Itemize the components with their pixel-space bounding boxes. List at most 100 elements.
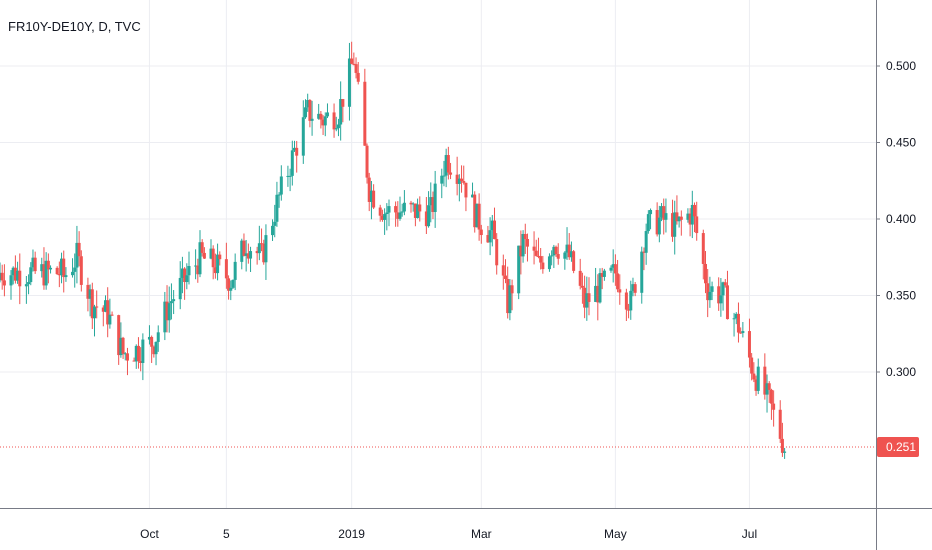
candle-up	[565, 244, 569, 253]
candle-down	[486, 235, 490, 243]
candle-down	[365, 145, 369, 178]
last-price-text: 0.251	[886, 440, 916, 454]
candle-up	[433, 183, 437, 212]
candle-down	[2, 280, 6, 286]
candle-up	[609, 267, 613, 271]
chart-title: FR10Y-DE10Y, D, TVC	[8, 19, 141, 34]
candle-up	[585, 293, 589, 308]
candle-down	[224, 259, 228, 279]
candle-down	[354, 64, 358, 73]
candle-down	[534, 250, 538, 256]
candle-up	[271, 225, 275, 236]
candle-up	[233, 261, 237, 280]
candle-down	[165, 301, 169, 321]
candle-down	[200, 242, 204, 253]
candle-down	[736, 313, 740, 333]
candle-up	[552, 246, 556, 256]
candle-down	[42, 264, 46, 286]
candle-up	[400, 211, 404, 213]
candle-down	[378, 207, 382, 216]
candle-up	[660, 206, 664, 218]
candle-down	[460, 178, 464, 182]
candle-down	[125, 353, 129, 361]
candle-up	[429, 197, 433, 206]
candle-up	[569, 251, 573, 258]
candle-down	[536, 255, 540, 257]
candle-down	[150, 336, 154, 347]
y-tick-label: 0.400	[886, 212, 916, 226]
candle-down	[117, 315, 121, 356]
candle-up	[325, 112, 329, 117]
candle-up	[631, 284, 635, 291]
candle-up	[488, 230, 492, 243]
candle-down	[196, 265, 200, 275]
candle-down	[246, 253, 250, 259]
candle-up	[156, 332, 160, 342]
candle-down	[46, 260, 50, 270]
candle-up	[9, 275, 13, 286]
candle-down	[431, 197, 435, 212]
candle-up	[664, 213, 668, 220]
candle-down	[352, 63, 356, 65]
candle-down	[572, 251, 576, 271]
candle-down	[754, 379, 758, 391]
candle-up	[442, 175, 446, 177]
candle-up	[293, 147, 297, 151]
last-price-badge	[877, 436, 919, 457]
candle-down	[600, 273, 604, 277]
candle-up	[629, 290, 633, 311]
candle-down	[503, 275, 507, 279]
candle-up	[49, 267, 53, 270]
candle-up	[323, 116, 327, 126]
candle-down	[242, 240, 246, 256]
candle-down	[618, 289, 622, 293]
candle-down	[260, 243, 264, 245]
x-tick-label: 2019	[338, 527, 365, 541]
candle-down	[413, 203, 417, 218]
candle-up	[75, 242, 79, 268]
candle-down	[662, 206, 666, 220]
candle-up	[169, 301, 173, 304]
candle-up	[290, 150, 294, 176]
candle-down	[541, 262, 545, 270]
candle-up	[60, 258, 64, 276]
candle-down	[255, 251, 259, 254]
candle-down	[18, 270, 22, 287]
candle-up	[240, 240, 244, 262]
candle-down	[688, 213, 692, 225]
candle-down	[750, 357, 754, 374]
candle-up	[547, 256, 551, 270]
candle-up	[550, 255, 554, 257]
candle-up	[673, 212, 677, 237]
candle-up	[657, 217, 661, 235]
candle-up	[11, 267, 15, 276]
candle-up	[40, 264, 44, 272]
candle-down	[79, 256, 83, 285]
candle-down	[62, 258, 66, 278]
candle-up	[521, 233, 525, 257]
candle-up	[719, 295, 723, 304]
candle-down	[363, 81, 367, 146]
candle-down	[424, 211, 428, 227]
candle-down	[33, 257, 37, 272]
candle-down	[627, 309, 631, 311]
candle-up	[154, 341, 158, 355]
candle-up	[649, 210, 653, 215]
candle-down	[769, 389, 773, 404]
candle-up	[277, 194, 281, 196]
candle-up	[123, 353, 127, 355]
candle-down	[525, 238, 529, 247]
candle-down	[394, 206, 398, 213]
candle-up	[172, 299, 176, 302]
candle-down	[532, 246, 536, 251]
candle-down	[202, 252, 206, 259]
candle-up	[563, 252, 567, 259]
candle-up	[44, 260, 48, 286]
candle-up	[71, 271, 75, 276]
candle-down	[0, 272, 4, 281]
candle-up	[216, 254, 220, 274]
candle-down	[418, 204, 422, 212]
